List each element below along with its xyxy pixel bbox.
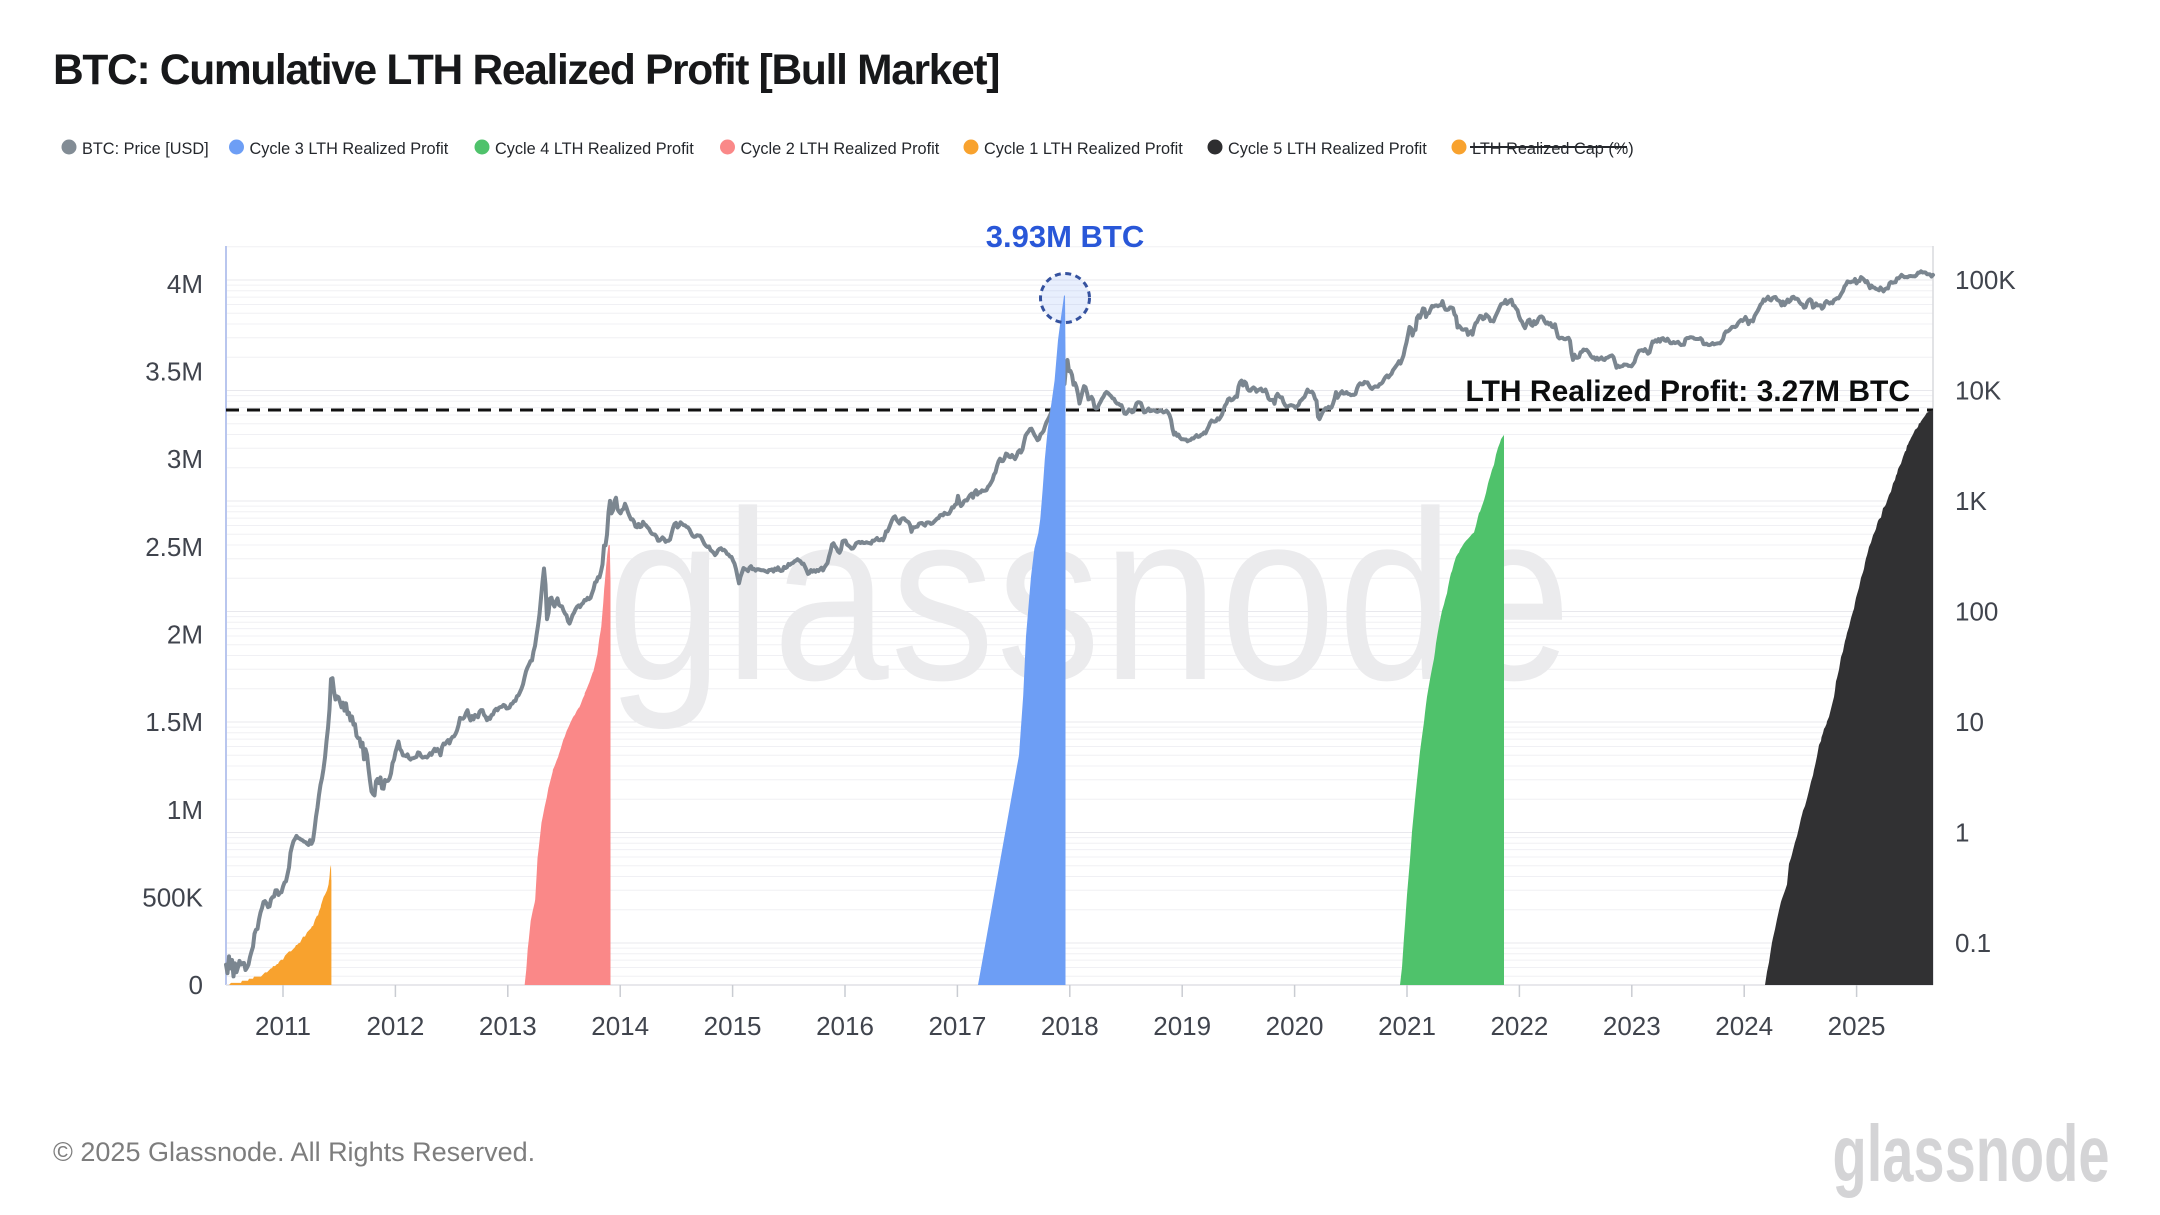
- svg-text:2017: 2017: [928, 1011, 986, 1041]
- svg-text:Cycle 1 LTH Realized Profit: Cycle 1 LTH Realized Profit: [984, 140, 1183, 158]
- svg-text:© 2025 Glassnode. All Rights R: © 2025 Glassnode. All Rights Reserved.: [53, 1137, 535, 1167]
- svg-text:2012: 2012: [366, 1011, 424, 1041]
- svg-text:BTC: Price [USD]: BTC: Price [USD]: [82, 140, 209, 158]
- svg-text:2019: 2019: [1153, 1011, 1211, 1041]
- svg-text:1M: 1M: [167, 795, 203, 825]
- svg-text:1.5M: 1.5M: [145, 707, 203, 737]
- svg-text:2014: 2014: [591, 1011, 649, 1041]
- svg-text:Cycle 4 LTH Realized Profit: Cycle 4 LTH Realized Profit: [495, 140, 694, 158]
- svg-text:2018: 2018: [1041, 1011, 1099, 1041]
- svg-text:2013: 2013: [479, 1011, 537, 1041]
- svg-text:2021: 2021: [1378, 1011, 1436, 1041]
- svg-text:2.5M: 2.5M: [145, 532, 203, 562]
- svg-text:100: 100: [1955, 597, 1998, 627]
- svg-text:0.1: 0.1: [1955, 928, 1991, 958]
- svg-text:2023: 2023: [1603, 1011, 1661, 1041]
- svg-text:1K: 1K: [1955, 486, 1987, 516]
- svg-text:Cycle 3 LTH Realized Profit: Cycle 3 LTH Realized Profit: [250, 140, 449, 158]
- svg-text:2016: 2016: [816, 1011, 874, 1041]
- svg-text:2022: 2022: [1490, 1011, 1548, 1041]
- svg-text:100K: 100K: [1955, 265, 2016, 295]
- svg-text:10K: 10K: [1955, 376, 2002, 406]
- svg-text:2011: 2011: [255, 1011, 311, 1041]
- svg-text:0: 0: [189, 970, 203, 1000]
- svg-text:2020: 2020: [1266, 1011, 1324, 1041]
- svg-text:2M: 2M: [167, 620, 203, 650]
- svg-text:10: 10: [1955, 707, 1984, 737]
- svg-text:3.5M: 3.5M: [145, 357, 203, 387]
- svg-text:3.93M BTC: 3.93M BTC: [986, 219, 1144, 254]
- svg-text:2024: 2024: [1715, 1011, 1773, 1041]
- svg-text:2015: 2015: [704, 1011, 762, 1041]
- svg-text:LTH Realized Cap (%): LTH Realized Cap (%): [1472, 140, 1634, 158]
- svg-text:glassnode: glassnode: [607, 461, 1573, 731]
- svg-text:BTC: Cumulative LTH Realized P: BTC: Cumulative LTH Realized Profit [Bul…: [53, 47, 999, 94]
- svg-text:Cycle 2 LTH Realized Profit: Cycle 2 LTH Realized Profit: [741, 140, 940, 158]
- svg-text:2025: 2025: [1828, 1011, 1886, 1041]
- svg-text:glassnode: glassnode: [1833, 1108, 2110, 1198]
- svg-text:500K: 500K: [142, 882, 203, 912]
- svg-text:3M: 3M: [167, 444, 203, 474]
- svg-text:1: 1: [1955, 818, 1969, 848]
- svg-text:Cycle 5 LTH Realized Profit: Cycle 5 LTH Realized Profit: [1228, 140, 1427, 158]
- svg-text:4M: 4M: [167, 269, 203, 299]
- svg-text:LTH Realized Profit: 3.27M BTC: LTH Realized Profit: 3.27M BTC: [1466, 375, 1911, 408]
